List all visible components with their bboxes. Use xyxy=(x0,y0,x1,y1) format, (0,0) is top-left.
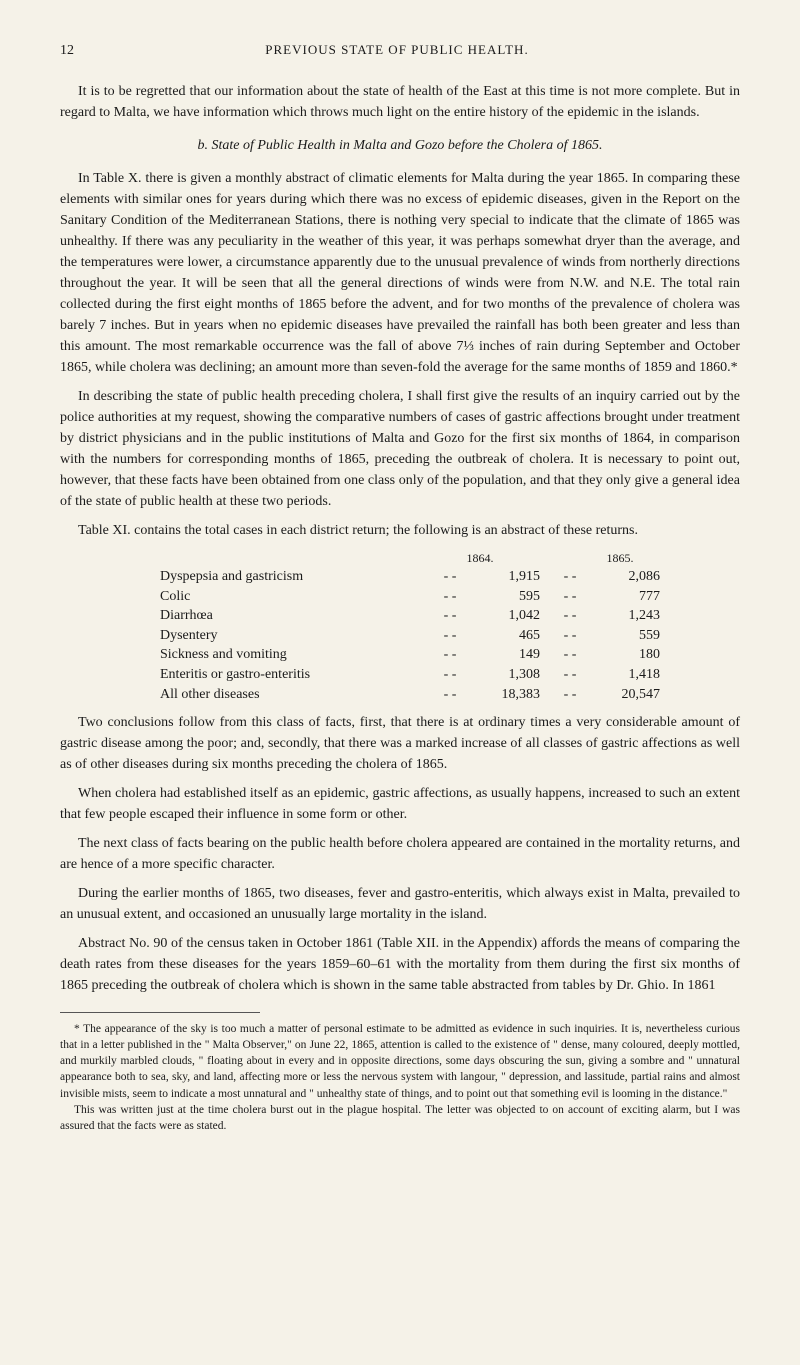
header-row: 12 PREVIOUS STATE OF PUBLIC HEALTH. xyxy=(60,40,740,61)
year-1865: 1865. xyxy=(580,549,660,567)
row-value-1864: 18,383 xyxy=(480,685,540,705)
year-header-row: 1864. 1865. xyxy=(160,549,660,567)
footnote-1: * The appearance of the sky is too much … xyxy=(60,1021,740,1101)
row-value-1865: 1,418 xyxy=(600,665,660,685)
table-row: All other diseases- -18,383- -20,547 xyxy=(160,685,660,705)
subheading-b: b. State of Public Health in Malta and G… xyxy=(60,135,740,156)
row-label: Colic xyxy=(160,587,420,607)
paragraph-2: In Table X. there is given a monthly abs… xyxy=(60,168,740,378)
row-label: Sickness and vomiting xyxy=(160,645,420,665)
row-value-1865: 20,547 xyxy=(600,685,660,705)
paragraph-3: In describing the state of public health… xyxy=(60,386,740,512)
paragraph-4: Table XI. contains the total cases in ea… xyxy=(60,520,740,541)
paragraph-9: Abstract No. 90 of the census taken in O… xyxy=(60,933,740,996)
row-value-1865: 777 xyxy=(600,587,660,607)
row-value-1864: 1,308 xyxy=(480,665,540,685)
row-value-1864: 465 xyxy=(480,626,540,646)
row-value-1864: 1,915 xyxy=(480,567,540,587)
row-value-1865: 2,086 xyxy=(600,567,660,587)
paragraph-5: Two conclusions follow from this class o… xyxy=(60,712,740,775)
row-label: Dysentery xyxy=(160,626,420,646)
table-row: Dysentery- -465- -559 xyxy=(160,626,660,646)
row-value-1865: 180 xyxy=(600,645,660,665)
table-row: Sickness and vomiting- -149- -180 xyxy=(160,645,660,665)
footnote-separator xyxy=(60,1012,260,1013)
row-value-1864: 595 xyxy=(480,587,540,607)
page-number: 12 xyxy=(60,40,74,61)
row-label: Dyspepsia and gastricism xyxy=(160,567,420,587)
table-row: Dyspepsia and gastricism- -1,915- -2,086 xyxy=(160,567,660,587)
paragraph-1: It is to be regretted that our informati… xyxy=(60,81,740,123)
row-value-1864: 149 xyxy=(480,645,540,665)
data-table: 1864. 1865. Dyspepsia and gastricism- -1… xyxy=(160,549,660,704)
row-label: Diarrhœa xyxy=(160,606,420,626)
year-1864: 1864. xyxy=(440,549,520,567)
header-title: PREVIOUS STATE OF PUBLIC HEALTH. xyxy=(74,40,720,60)
table-row: Diarrhœa- -1,042- -1,243 xyxy=(160,606,660,626)
row-value-1865: 559 xyxy=(600,626,660,646)
footnote-2: This was written just at the time choler… xyxy=(60,1102,740,1134)
row-value-1864: 1,042 xyxy=(480,606,540,626)
table-row: Enteritis or gastro-enteritis- -1,308- -… xyxy=(160,665,660,685)
paragraph-6: When cholera had established itself as a… xyxy=(60,783,740,825)
row-label: Enteritis or gastro-enteritis xyxy=(160,665,420,685)
row-label: All other diseases xyxy=(160,685,420,705)
paragraph-7: The next class of facts bearing on the p… xyxy=(60,833,740,875)
table-row: Colic- -595- -777 xyxy=(160,587,660,607)
row-value-1865: 1,243 xyxy=(600,606,660,626)
paragraph-8: During the earlier months of 1865, two d… xyxy=(60,883,740,925)
